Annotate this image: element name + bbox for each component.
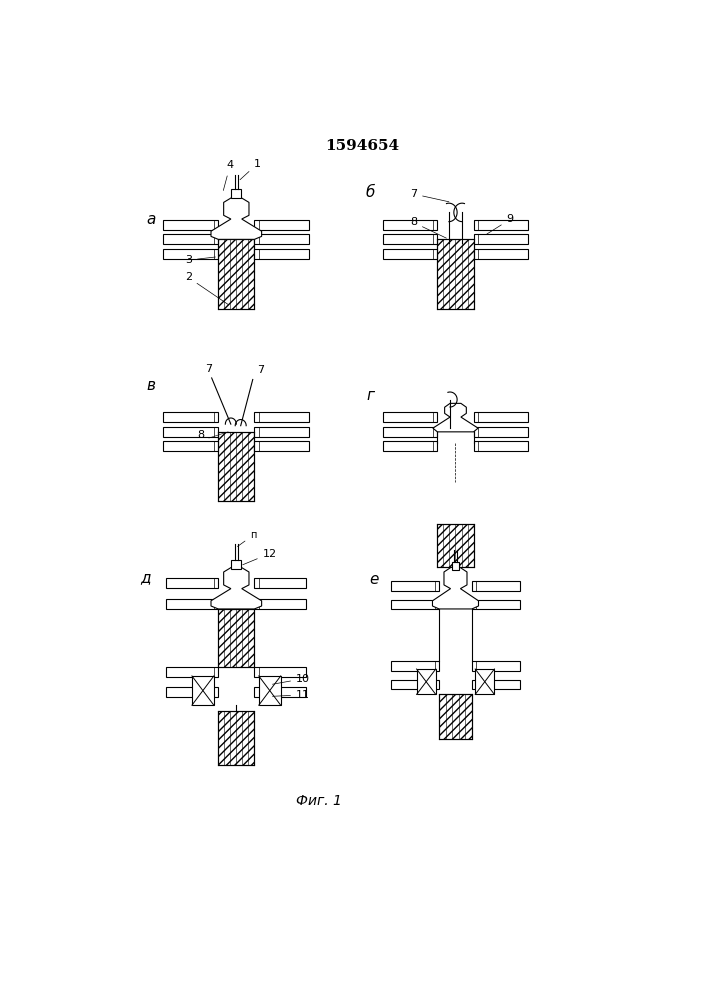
Bar xyxy=(472,661,520,671)
Text: 11: 11 xyxy=(272,690,310,700)
Bar xyxy=(255,234,309,244)
Bar xyxy=(391,680,439,689)
Bar xyxy=(438,239,474,309)
Text: 1: 1 xyxy=(240,159,261,180)
Bar xyxy=(231,560,241,569)
Text: а: а xyxy=(146,212,156,227)
Bar xyxy=(475,669,494,694)
Bar xyxy=(472,600,520,609)
Bar xyxy=(438,524,474,567)
Bar xyxy=(163,427,218,437)
Bar xyxy=(255,441,309,451)
Bar xyxy=(255,667,306,677)
Bar xyxy=(255,220,309,230)
Bar xyxy=(382,412,438,422)
Text: 3: 3 xyxy=(185,255,216,265)
Bar xyxy=(163,220,218,230)
Bar xyxy=(474,220,528,230)
Bar xyxy=(474,234,528,244)
Bar xyxy=(255,427,309,437)
Text: 2: 2 xyxy=(185,272,228,305)
Bar xyxy=(474,249,528,259)
Text: 7: 7 xyxy=(257,365,264,375)
Bar xyxy=(255,599,306,609)
Bar xyxy=(163,249,218,259)
Text: 9: 9 xyxy=(487,214,513,234)
Bar xyxy=(382,441,438,451)
Bar xyxy=(474,441,528,451)
Bar xyxy=(163,441,218,451)
Text: 7: 7 xyxy=(205,364,213,374)
Polygon shape xyxy=(211,567,262,609)
Bar xyxy=(166,667,218,677)
Text: 1594654: 1594654 xyxy=(325,139,399,153)
Text: е: е xyxy=(370,572,379,587)
Text: г: г xyxy=(366,388,375,403)
Bar xyxy=(166,687,218,697)
Bar xyxy=(391,600,439,609)
Bar xyxy=(163,234,218,244)
Bar xyxy=(255,249,309,259)
Bar xyxy=(218,239,255,309)
Bar xyxy=(391,581,439,591)
Bar xyxy=(439,694,472,739)
Text: 8: 8 xyxy=(197,430,204,440)
Bar xyxy=(218,432,255,501)
Bar xyxy=(255,412,309,422)
Bar xyxy=(163,412,218,422)
Text: в: в xyxy=(147,377,156,392)
Bar xyxy=(452,562,460,570)
Text: д: д xyxy=(141,570,151,585)
Text: Фиг. 1: Фиг. 1 xyxy=(296,794,341,808)
Bar xyxy=(382,234,438,244)
Bar xyxy=(472,581,520,591)
Bar xyxy=(259,676,281,705)
Text: 10: 10 xyxy=(272,674,310,684)
Bar xyxy=(255,578,306,588)
Polygon shape xyxy=(433,403,478,432)
Polygon shape xyxy=(211,198,262,239)
Text: 7: 7 xyxy=(410,189,449,202)
Bar xyxy=(218,711,255,765)
Bar xyxy=(255,687,306,697)
Text: п: п xyxy=(238,530,257,546)
Bar xyxy=(166,578,218,588)
Bar xyxy=(391,661,439,671)
Bar xyxy=(474,427,528,437)
Bar xyxy=(382,249,438,259)
Text: 4: 4 xyxy=(223,160,233,190)
Bar xyxy=(192,676,214,705)
Bar xyxy=(382,427,438,437)
Bar xyxy=(166,599,218,609)
Bar xyxy=(382,220,438,230)
Bar xyxy=(474,412,528,422)
Text: 8: 8 xyxy=(410,217,446,238)
Bar xyxy=(218,609,255,667)
Bar xyxy=(416,669,436,694)
Text: б: б xyxy=(366,185,375,200)
Text: 12: 12 xyxy=(243,549,276,565)
Bar xyxy=(472,680,520,689)
Polygon shape xyxy=(433,567,479,609)
Bar xyxy=(231,189,241,198)
